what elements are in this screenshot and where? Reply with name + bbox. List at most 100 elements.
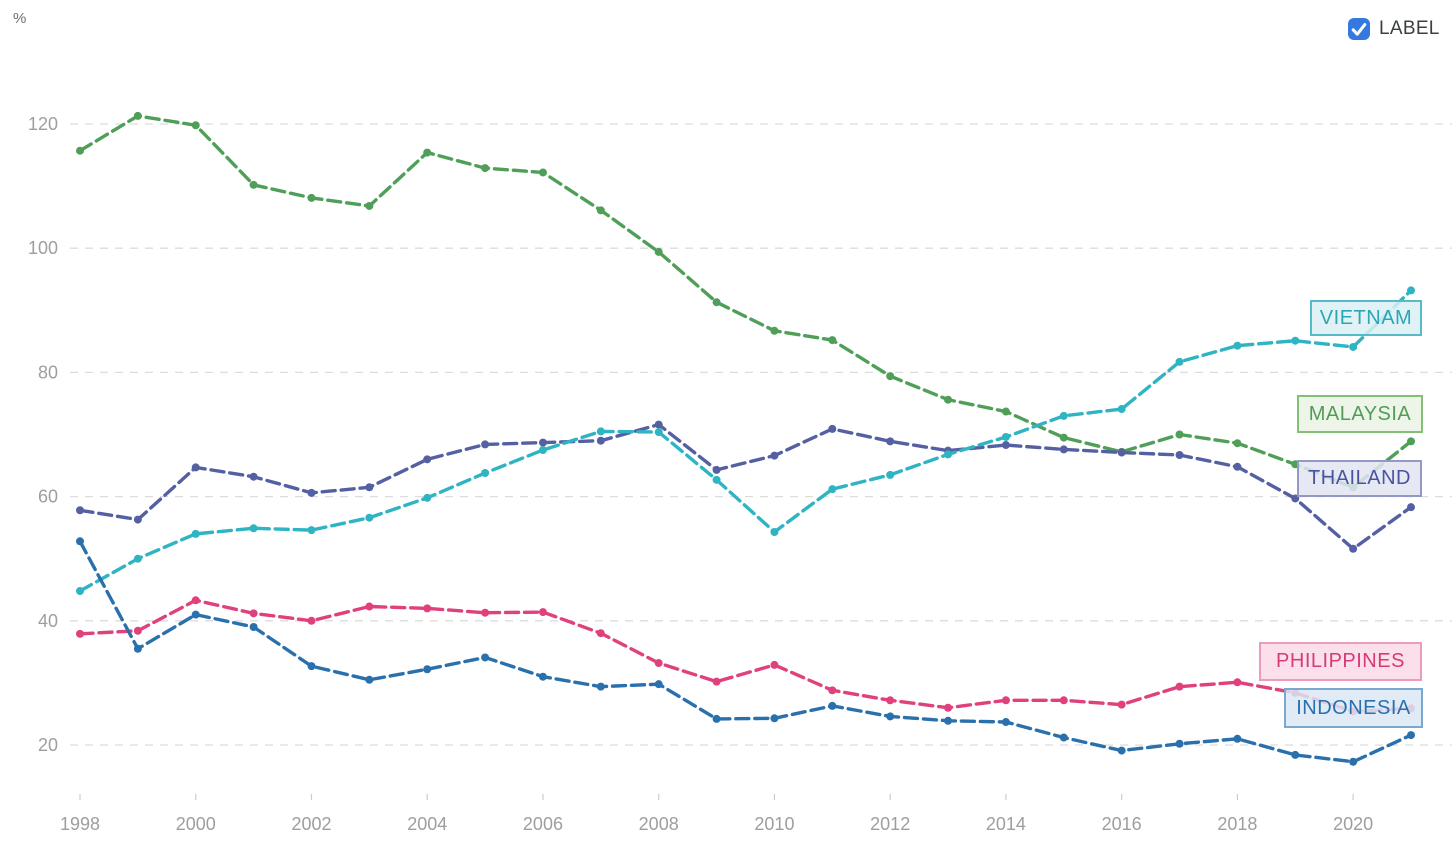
x-tick-label: 2018 bbox=[1217, 814, 1257, 834]
data-point-marker bbox=[1407, 437, 1416, 446]
data-point-marker bbox=[1233, 462, 1242, 471]
data-point-marker bbox=[481, 440, 490, 449]
data-point-marker bbox=[828, 336, 837, 345]
data-point-marker bbox=[886, 696, 895, 705]
data-point-marker bbox=[712, 475, 721, 484]
data-point-marker bbox=[365, 201, 374, 210]
data-point-marker bbox=[1175, 450, 1184, 459]
data-point-marker bbox=[191, 121, 200, 130]
data-point-marker bbox=[76, 586, 84, 595]
x-tick-label: 2008 bbox=[639, 814, 679, 834]
data-point-marker bbox=[133, 111, 142, 120]
data-point-marker bbox=[1001, 407, 1010, 416]
y-tick-label: 120 bbox=[28, 114, 58, 134]
x-tick-label: 1998 bbox=[60, 814, 100, 834]
data-point-marker bbox=[828, 686, 837, 695]
label-toggle[interactable]: LABEL bbox=[1348, 18, 1440, 40]
data-point-marker bbox=[307, 488, 316, 497]
checkbox-checked-icon[interactable] bbox=[1348, 18, 1370, 40]
x-axis: 1998 2000 2002 2004 2006 2008 2010 2012 2014 2016… bbox=[60, 794, 1373, 834]
data-point-marker bbox=[1233, 734, 1242, 743]
x-tick-label: 2000 bbox=[176, 814, 216, 834]
data-point-marker bbox=[712, 677, 721, 686]
data-point-marker bbox=[770, 527, 779, 536]
data-point-marker bbox=[1291, 750, 1300, 759]
data-point-marker bbox=[1001, 441, 1010, 450]
y-tick-label: 80 bbox=[38, 362, 58, 382]
data-point-marker bbox=[249, 609, 258, 618]
data-point-marker bbox=[596, 436, 605, 445]
data-point-marker bbox=[1175, 739, 1184, 748]
data-point-marker bbox=[76, 537, 84, 546]
data-point-marker bbox=[133, 554, 142, 563]
y-axis-labels: 20 40 60 80 100 120 bbox=[28, 114, 58, 755]
data-point-marker bbox=[538, 672, 547, 681]
data-point-marker bbox=[481, 469, 490, 478]
data-point-marker bbox=[944, 703, 953, 712]
data-point-marker bbox=[770, 326, 779, 335]
data-point-marker bbox=[828, 424, 837, 433]
data-point-marker bbox=[1349, 342, 1358, 351]
data-point-marker bbox=[1059, 696, 1068, 705]
data-point-marker bbox=[712, 465, 721, 474]
series-label-vietnam: VIETNAM bbox=[1310, 300, 1422, 336]
data-point-marker bbox=[596, 682, 605, 691]
data-point-marker bbox=[1291, 336, 1300, 345]
data-point-marker bbox=[654, 420, 663, 429]
data-point-marker bbox=[76, 506, 84, 515]
y-tick-label: 40 bbox=[38, 611, 58, 631]
x-tick-label: 2012 bbox=[870, 814, 910, 834]
data-point-marker bbox=[1175, 357, 1184, 366]
data-point-marker bbox=[944, 450, 953, 459]
data-point-marker bbox=[133, 626, 142, 635]
data-point-marker bbox=[1117, 746, 1126, 755]
data-point-marker bbox=[1349, 757, 1358, 766]
data-point-marker bbox=[1059, 445, 1068, 454]
data-point-marker bbox=[828, 701, 837, 710]
data-point-marker bbox=[1059, 433, 1068, 442]
data-point-marker bbox=[1233, 439, 1242, 448]
data-point-marker bbox=[886, 712, 895, 721]
data-point-marker bbox=[1117, 448, 1126, 457]
data-point-marker bbox=[481, 653, 490, 662]
x-tick-label: 2014 bbox=[986, 814, 1026, 834]
x-tick-label: 2002 bbox=[291, 814, 331, 834]
data-point-marker bbox=[770, 714, 779, 723]
data-point-marker bbox=[596, 629, 605, 638]
series-label-malaysia: MALAYSIA bbox=[1297, 395, 1423, 433]
data-point-marker bbox=[191, 463, 200, 472]
data-point-marker bbox=[481, 608, 490, 617]
data-point-marker bbox=[770, 451, 779, 460]
data-point-marker bbox=[191, 610, 200, 619]
x-tick-label: 2020 bbox=[1333, 814, 1373, 834]
data-point-marker bbox=[538, 438, 547, 447]
data-point-marker bbox=[1349, 544, 1358, 553]
data-point-marker bbox=[481, 164, 490, 173]
data-point-marker bbox=[1001, 432, 1010, 441]
label-toggle-text: LABEL bbox=[1379, 18, 1440, 39]
data-point-marker bbox=[307, 662, 316, 671]
data-point-marker bbox=[307, 193, 316, 202]
x-tick-label: 2010 bbox=[754, 814, 794, 834]
gridlines bbox=[70, 123, 1452, 746]
data-point-marker bbox=[944, 395, 953, 404]
data-point-marker bbox=[249, 180, 258, 189]
data-point-marker bbox=[191, 529, 200, 538]
data-point-marker bbox=[423, 148, 432, 157]
series-line-malaysia bbox=[76, 111, 1416, 492]
data-point-marker bbox=[944, 716, 953, 725]
data-point-marker bbox=[538, 446, 547, 455]
y-axis-unit-label: % bbox=[13, 10, 27, 27]
y-tick-label: 60 bbox=[38, 487, 58, 507]
data-point-marker bbox=[596, 427, 605, 436]
data-point-marker bbox=[1117, 405, 1126, 414]
x-tick-label: 2016 bbox=[1102, 814, 1142, 834]
data-point-marker bbox=[1175, 430, 1184, 439]
y-tick-label: 100 bbox=[28, 238, 58, 258]
data-point-marker bbox=[1407, 731, 1416, 740]
data-point-marker bbox=[1001, 696, 1010, 705]
data-point-marker bbox=[538, 168, 547, 177]
data-point-marker bbox=[307, 526, 316, 535]
data-point-marker bbox=[538, 608, 547, 617]
